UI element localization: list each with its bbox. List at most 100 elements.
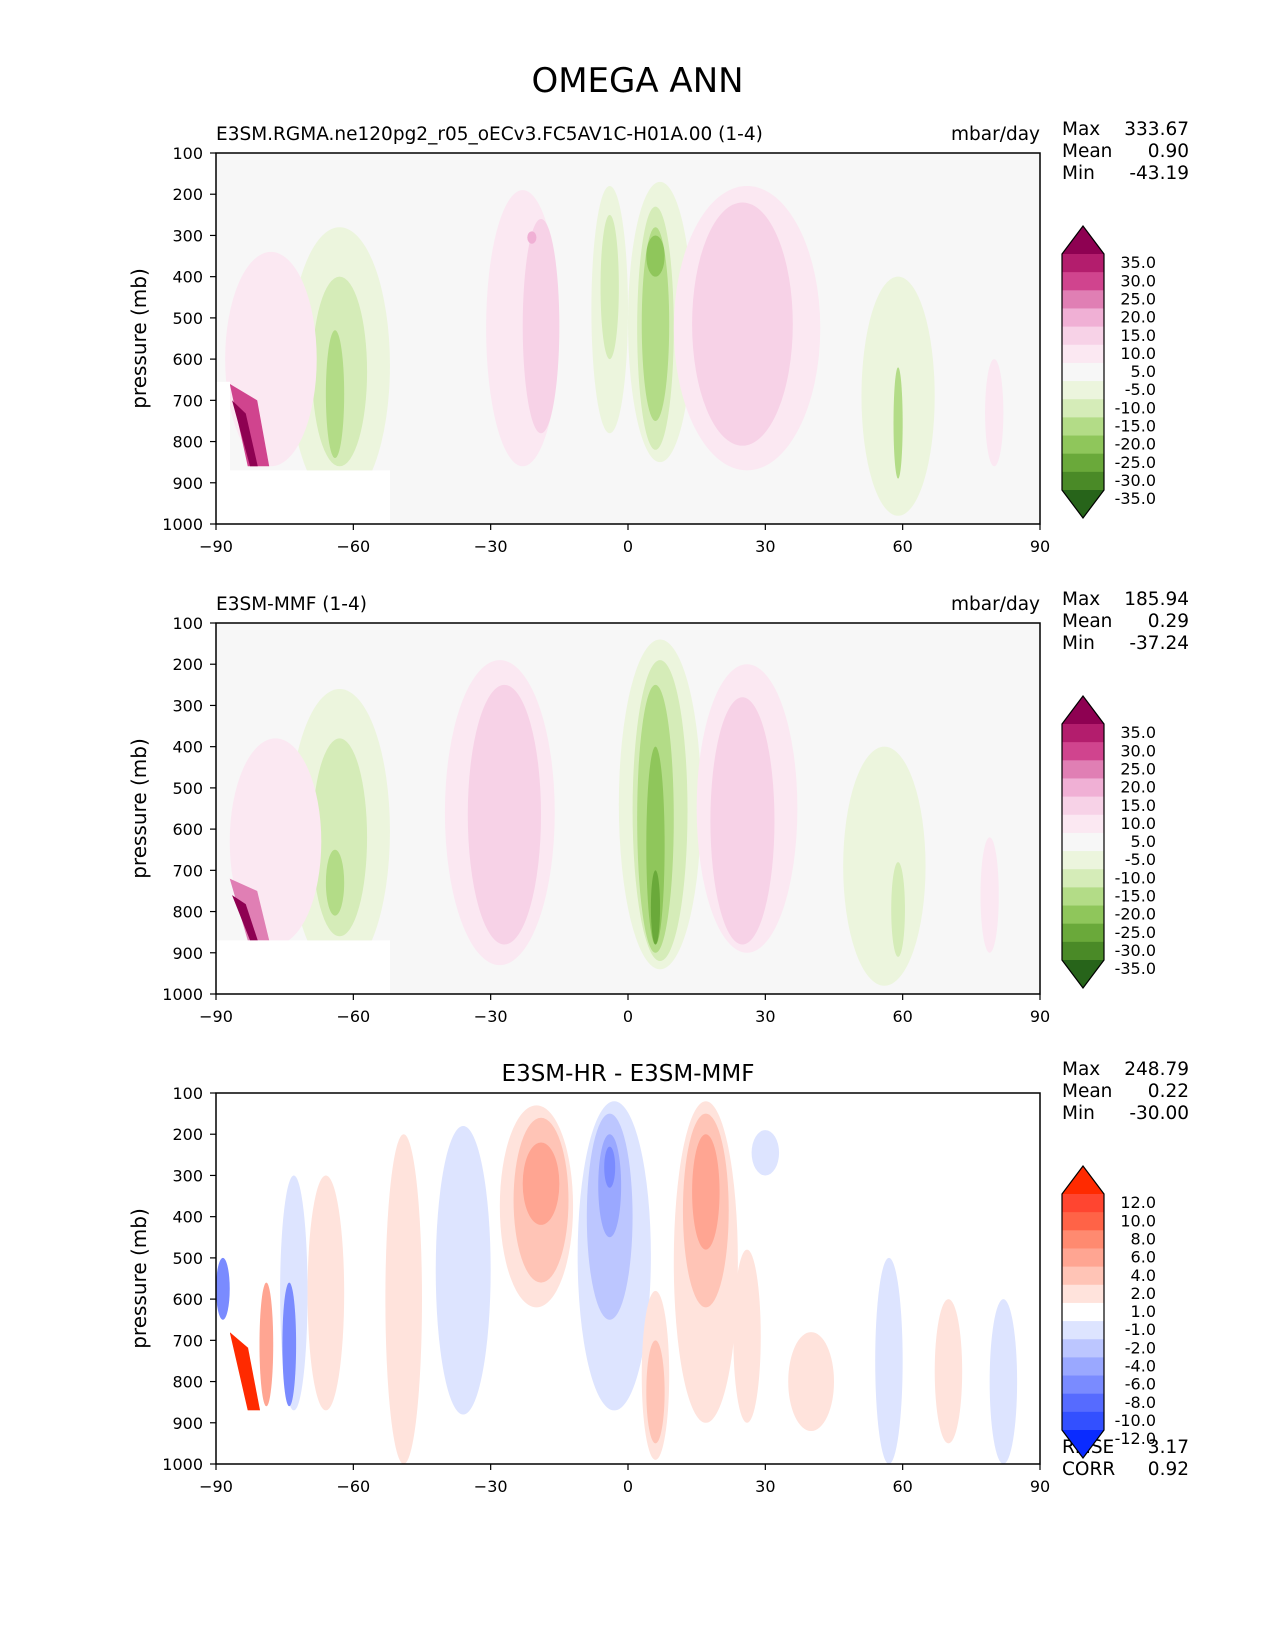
y-tick-label: 100 [172, 144, 203, 163]
topography-mask [216, 1321, 230, 1464]
contour-region [891, 862, 905, 957]
colorbar-tick-label: -20.0 [1115, 435, 1156, 454]
y-tick-label: 200 [172, 1125, 203, 1144]
contour-region [229, 878, 270, 941]
colorbar-band [1062, 1266, 1104, 1286]
y-tick-label: 1000 [162, 515, 203, 534]
colorbar-band [1062, 254, 1104, 273]
y-tick-label: 600 [172, 1290, 203, 1309]
topography-mask [216, 940, 390, 994]
y-tick-label: 600 [172, 350, 203, 369]
x-tick-label: −30 [474, 1007, 508, 1026]
x-tick-label: 0 [623, 1477, 633, 1496]
contour-region [646, 235, 665, 277]
colorbar-extend-top [1062, 226, 1104, 254]
colorbar-extend-top [1062, 1166, 1104, 1194]
contour-region [692, 202, 793, 446]
y-axis-label: pressure (mb) [127, 738, 151, 879]
x-tick-label: −90 [199, 1007, 233, 1026]
stat-label: CORR [1062, 1459, 1115, 1480]
stat-label: Mean [1062, 611, 1112, 632]
colorbar: 35.030.025.020.015.010.05.0-5.0-10.0-15.… [1061, 225, 1156, 519]
colorbar-tick-label: 10.0 [1120, 344, 1156, 363]
y-tick-label: 700 [172, 1331, 203, 1350]
x-tick-label: −90 [199, 537, 233, 556]
colorbar-tick-label: 35.0 [1120, 253, 1156, 272]
colorbar-tick-label: 30.0 [1120, 741, 1156, 760]
colorbar-band [1062, 905, 1104, 925]
colorbar-band [1062, 471, 1104, 491]
colorbar-tick-label: 10.0 [1120, 814, 1156, 833]
contour-region [788, 1332, 834, 1432]
colorbar-band [1062, 778, 1104, 798]
colorbar-tick-label: 5.0 [1131, 832, 1156, 851]
y-tick-label: 900 [172, 944, 203, 963]
y-tick-label: 500 [172, 309, 203, 328]
x-tick-label: −60 [336, 1477, 370, 1496]
contour-region [980, 837, 999, 953]
colorbar-tick-label: -2.0 [1125, 1338, 1156, 1357]
colorbar-band [1062, 362, 1104, 382]
stat-value: 0.29 [1148, 611, 1189, 632]
colorbar-frame [1061, 695, 1105, 989]
colorbar-tick-label: -5.0 [1125, 850, 1156, 869]
colorbar-tick-label: 10.0 [1120, 1211, 1156, 1230]
contour-region [989, 1299, 1018, 1464]
colorbar-frame [1061, 225, 1105, 519]
colorbar-band [1062, 1212, 1104, 1231]
contour-region [232, 895, 258, 941]
y-axis-label: pressure (mb) [127, 1208, 151, 1349]
colorbar-tick-label: -30.0 [1115, 471, 1156, 490]
contour-region [604, 1146, 616, 1188]
x-tick-label: −90 [199, 1477, 233, 1496]
y-tick-label: 300 [172, 1166, 203, 1185]
contour-fields [216, 181, 1004, 524]
colorbar-band [1062, 1321, 1104, 1340]
y-tick-label: 200 [172, 655, 203, 674]
colorbar-tick-label: -1.0 [1125, 1320, 1156, 1339]
y-tick-label: 400 [172, 738, 203, 757]
topography-mask [216, 470, 390, 524]
contour-region [522, 218, 560, 434]
colorbar-band [1062, 1194, 1104, 1213]
colorbar-tick-label: 15.0 [1120, 796, 1156, 815]
contour-region [325, 330, 345, 459]
colorbar-tick-label: -4.0 [1125, 1357, 1156, 1376]
y-tick-label: 100 [172, 614, 203, 633]
contour-region [893, 367, 903, 479]
colorbar-tick-label: -10.0 [1115, 868, 1156, 887]
stat-value: -43.19 [1129, 163, 1189, 184]
stat-label: Max [1062, 119, 1100, 140]
contour-region [229, 1332, 261, 1411]
stat-value: 0.92 [1148, 1459, 1189, 1480]
x-tick-label: 0 [623, 1007, 633, 1026]
y-tick-label: 700 [172, 861, 203, 880]
contour-region [751, 1130, 780, 1176]
colorbar-band [1062, 272, 1104, 291]
x-tick-label: 90 [1030, 1477, 1050, 1496]
colorbar-band [1062, 869, 1104, 888]
colorbar-band [1062, 381, 1104, 400]
colorbar-tick-label: -10.0 [1115, 398, 1156, 417]
panel-title-left: E3SM-MMF (1-4) [216, 594, 367, 615]
contour-region [843, 746, 926, 986]
y-tick-label: 600 [172, 820, 203, 839]
colorbar-tick-label: -20.0 [1115, 905, 1156, 924]
x-tick-label: 30 [755, 537, 775, 556]
stat-value: 0.22 [1148, 1081, 1189, 1102]
x-tick-label: 90 [1030, 537, 1050, 556]
colorbar-band [1062, 308, 1104, 328]
stat-value: 248.79 [1124, 1059, 1189, 1080]
colorbar-tick-label: 20.0 [1120, 308, 1156, 327]
panel-title: E3SM-HR - E3SM-MMF [502, 1061, 755, 1087]
stat-label: Max [1062, 589, 1100, 610]
x-tick-label: 90 [1030, 1007, 1050, 1026]
colorbar-band [1062, 760, 1104, 779]
contour-region [225, 251, 317, 467]
y-tick-label: 800 [172, 1373, 203, 1392]
colorbar-tick-label: 6.0 [1131, 1248, 1156, 1267]
x-tick-label: 0 [623, 537, 633, 556]
y-axis-label: pressure (mb) [127, 268, 151, 409]
contour-region [229, 383, 270, 467]
